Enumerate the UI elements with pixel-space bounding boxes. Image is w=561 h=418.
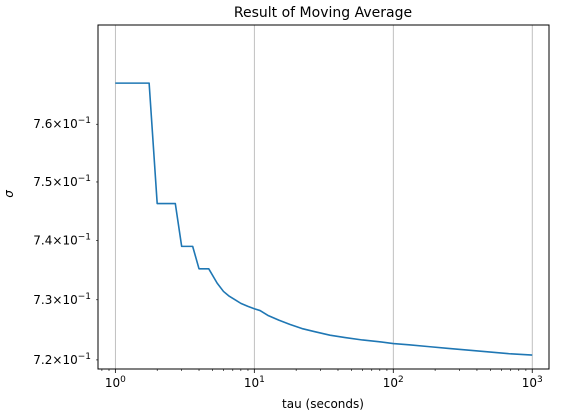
- y-tick-label: 7.6×10−1: [33, 116, 91, 131]
- y-tick-label: 7.4×10−1: [33, 232, 91, 247]
- x-tick-label: 102: [383, 375, 404, 390]
- series-line: [115, 82, 533, 356]
- x-tick-label: 100: [105, 375, 126, 390]
- x-axis-ticks: 100 101 102 103: [101, 369, 543, 390]
- chart-title: Result of Moving Average: [234, 5, 412, 21]
- y-axis-label: σ: [2, 190, 16, 198]
- plot-frame: [97, 24, 550, 370]
- y-tick-label: 7.2×10−1: [33, 352, 91, 367]
- y-axis-ticks: 7.2×10−1 7.3×10−1 7.4×10−1 7.5×10−1 7.6×10−1: [33, 116, 98, 367]
- series-layer: [115, 82, 533, 356]
- x-tick-label: 101: [244, 375, 265, 390]
- y-tick-label: 7.5×10−1: [33, 174, 91, 189]
- y-tick-label: 7.3×10−1: [33, 292, 91, 307]
- x-tick-label: 103: [522, 375, 543, 390]
- x-axis-label: tau (seconds): [282, 397, 364, 411]
